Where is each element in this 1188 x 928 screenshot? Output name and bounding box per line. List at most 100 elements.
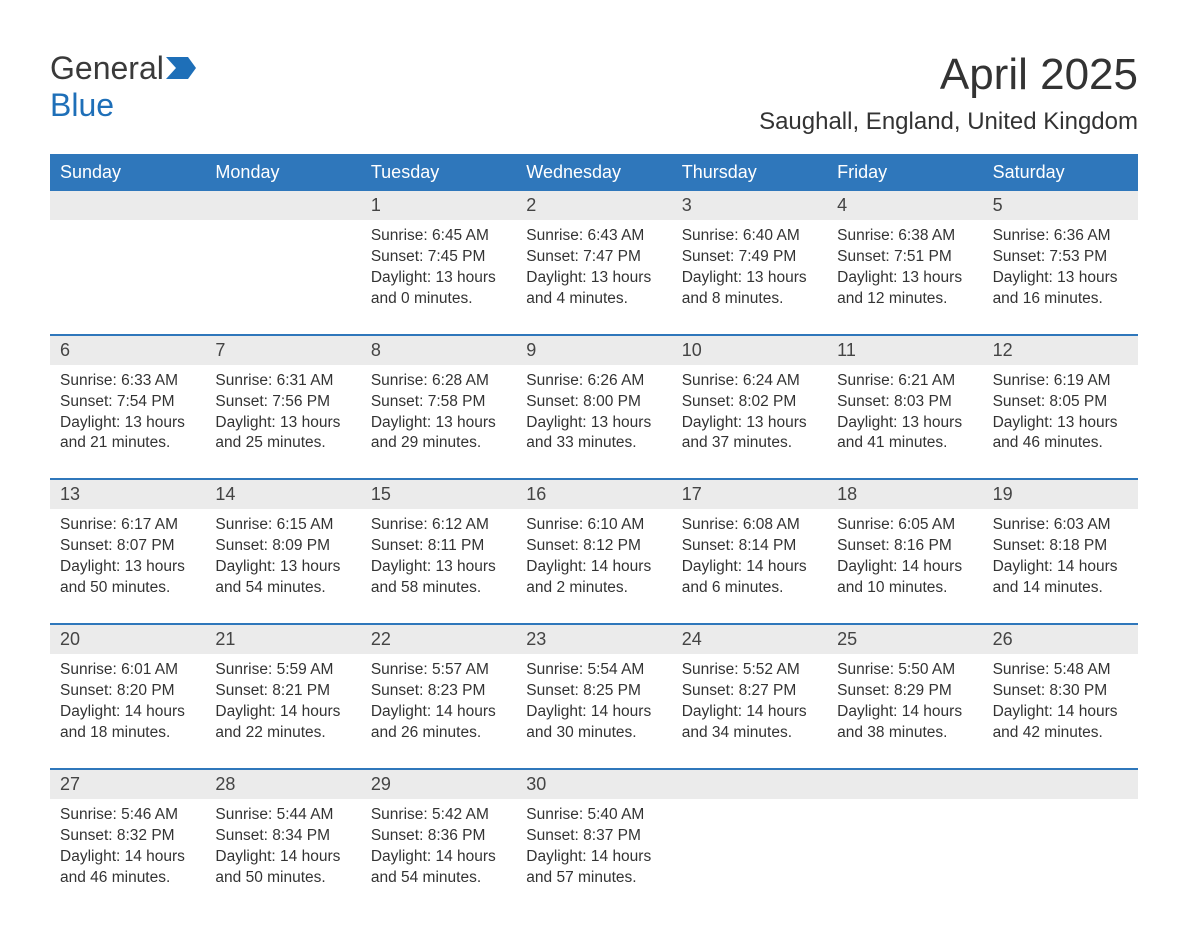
day-number [672, 770, 827, 799]
day-info-line: and 12 minutes. [837, 289, 972, 310]
dayname-monday: Monday [205, 154, 360, 191]
day-info-line: Sunset: 8:14 PM [682, 536, 817, 557]
day-info-line: and 41 minutes. [837, 433, 972, 454]
day-info-line: Sunset: 8:30 PM [993, 681, 1128, 702]
day-info-line: Sunrise: 6:38 AM [837, 226, 972, 247]
day-info-line: Sunset: 7:45 PM [371, 247, 506, 268]
day-info-line: Daylight: 13 hours [215, 413, 350, 434]
day-info-line: Sunrise: 6:21 AM [837, 371, 972, 392]
logo: General Blue [50, 50, 196, 124]
day-info-line: Daylight: 14 hours [682, 702, 817, 723]
day-info-line: Sunrise: 5:52 AM [682, 660, 817, 681]
week-row: 20212223242526Sunrise: 6:01 AMSunset: 8:… [50, 623, 1138, 754]
dayname-friday: Friday [827, 154, 982, 191]
day-info-line: and 57 minutes. [526, 868, 661, 889]
day-info-line: and 58 minutes. [371, 578, 506, 599]
day-number: 9 [516, 336, 671, 365]
day-number [50, 191, 205, 220]
day-number [827, 770, 982, 799]
daynum-row: 12345 [50, 191, 1138, 220]
day-info-line: Sunset: 8:07 PM [60, 536, 195, 557]
day-number: 26 [983, 625, 1138, 654]
day-number: 14 [205, 480, 360, 509]
day-body: Sunrise: 5:46 AMSunset: 8:32 PMDaylight:… [50, 799, 205, 899]
day-info-line: Daylight: 14 hours [526, 702, 661, 723]
day-info-line: Sunset: 8:02 PM [682, 392, 817, 413]
day-number: 7 [205, 336, 360, 365]
day-info-line: Sunrise: 5:50 AM [837, 660, 972, 681]
day-info-line: and 6 minutes. [682, 578, 817, 599]
day-info-line: Sunrise: 6:24 AM [682, 371, 817, 392]
day-body: Sunrise: 6:12 AMSunset: 8:11 PMDaylight:… [361, 509, 516, 609]
day-info-line: and 0 minutes. [371, 289, 506, 310]
day-body: Sunrise: 6:31 AMSunset: 7:56 PMDaylight:… [205, 365, 360, 465]
day-info-line: Sunrise: 5:57 AM [371, 660, 506, 681]
day-body: Sunrise: 5:40 AMSunset: 8:37 PMDaylight:… [516, 799, 671, 899]
day-info-line: Sunset: 8:00 PM [526, 392, 661, 413]
day-info-line: and 30 minutes. [526, 723, 661, 744]
day-info-line: Daylight: 14 hours [837, 557, 972, 578]
day-info-line: Daylight: 13 hours [60, 557, 195, 578]
logo-text-general: General [50, 50, 164, 86]
day-body [827, 799, 982, 899]
day-info-line: Sunrise: 5:46 AM [60, 805, 195, 826]
day-info-line: Sunset: 7:58 PM [371, 392, 506, 413]
day-info-line: Sunrise: 6:45 AM [371, 226, 506, 247]
dayname-tuesday: Tuesday [361, 154, 516, 191]
day-info-line: Sunrise: 6:03 AM [993, 515, 1128, 536]
day-info-line: Sunrise: 6:01 AM [60, 660, 195, 681]
day-info-line: Daylight: 13 hours [837, 413, 972, 434]
day-info-line: Sunrise: 5:54 AM [526, 660, 661, 681]
day-info-line: Sunset: 8:23 PM [371, 681, 506, 702]
page: General Blue April 2025 Saughall, Englan… [0, 0, 1188, 928]
daybody-row: Sunrise: 6:01 AMSunset: 8:20 PM Daylight:… [50, 654, 1138, 754]
day-info-line: Daylight: 14 hours [371, 702, 506, 723]
day-number: 3 [672, 191, 827, 220]
day-info-line: Sunset: 8:11 PM [371, 536, 506, 557]
dayname-wednesday: Wednesday [516, 154, 671, 191]
day-info-line: Daylight: 14 hours [215, 702, 350, 723]
daynum-row: 13141516171819 [50, 480, 1138, 509]
day-info-line: and 14 minutes. [993, 578, 1128, 599]
day-info-line: and 18 minutes. [60, 723, 195, 744]
day-info-line: and 54 minutes. [215, 578, 350, 599]
day-body [205, 220, 360, 320]
day-body [672, 799, 827, 899]
day-number: 24 [672, 625, 827, 654]
day-info-line: and 22 minutes. [215, 723, 350, 744]
day-body: Sunrise: 5:48 AMSunset: 8:30 PMDaylight:… [983, 654, 1138, 754]
page-title: April 2025 [759, 50, 1138, 100]
day-info-line: and 26 minutes. [371, 723, 506, 744]
day-info-line: and 2 minutes. [526, 578, 661, 599]
day-info-line: Daylight: 13 hours [526, 268, 661, 289]
day-info-line: Daylight: 13 hours [837, 268, 972, 289]
day-body: Sunrise: 6:10 AMSunset: 8:12 PMDaylight:… [516, 509, 671, 609]
day-info-line: Sunrise: 5:40 AM [526, 805, 661, 826]
day-number: 20 [50, 625, 205, 654]
day-info-line: Sunset: 7:51 PM [837, 247, 972, 268]
day-info-line: and 46 minutes. [993, 433, 1128, 454]
daynum-row: 20212223242526 [50, 625, 1138, 654]
day-info-line: Sunrise: 5:42 AM [371, 805, 506, 826]
day-info-line: Daylight: 13 hours [682, 268, 817, 289]
day-info-line: Sunset: 7:49 PM [682, 247, 817, 268]
day-info-line: Daylight: 13 hours [526, 413, 661, 434]
day-number: 21 [205, 625, 360, 654]
day-body: Sunrise: 6:15 AMSunset: 8:09 PMDaylight:… [205, 509, 360, 609]
day-body: Sunrise: 5:54 AMSunset: 8:25 PMDaylight:… [516, 654, 671, 754]
day-body [983, 799, 1138, 899]
day-info-line: Sunrise: 6:33 AM [60, 371, 195, 392]
day-body: Sunrise: 6:36 AMSunset: 7:53 PMDaylight:… [983, 220, 1138, 320]
logo-flag-icon [166, 50, 196, 87]
day-info-line: Sunset: 8:20 PM [60, 681, 195, 702]
day-info-line: Daylight: 14 hours [215, 847, 350, 868]
day-number: 13 [50, 480, 205, 509]
day-number: 18 [827, 480, 982, 509]
title-block: April 2025 Saughall, England, United Kin… [759, 50, 1138, 136]
week-row: 6789101112Sunrise: 6:33 AMSunset: 7:54 P… [50, 334, 1138, 465]
day-info-line: Sunrise: 5:44 AM [215, 805, 350, 826]
day-info-line: Sunrise: 6:40 AM [682, 226, 817, 247]
day-info-line: Daylight: 13 hours [60, 413, 195, 434]
day-info-line: Sunset: 8:21 PM [215, 681, 350, 702]
day-body [50, 220, 205, 320]
